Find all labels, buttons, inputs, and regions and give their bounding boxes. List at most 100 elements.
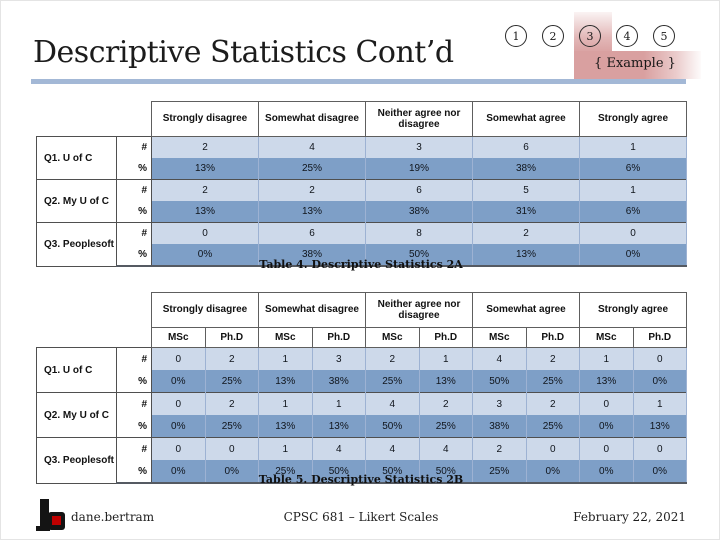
count-cell: 1 [258, 347, 313, 370]
count-cell: 4 [311, 437, 366, 460]
count-cell: 4 [365, 392, 420, 415]
row-label: Q2. My U of C [36, 392, 117, 438]
example-highlight-band [574, 51, 701, 79]
count-row: Q1. U of C #2 4 3 6 1 [36, 136, 687, 180]
count-cell: 3 [311, 347, 366, 370]
column-header: Somewhat agree [472, 292, 580, 328]
percent-row: % 0% 25% 13% 13% 50% 25% 38% 25% 0% 13% [37, 415, 687, 438]
percent-cell: 25% [258, 158, 366, 180]
count-cell: 0 [151, 347, 206, 370]
percent-symbol: % [116, 244, 152, 267]
percent-cell: 13% [418, 370, 473, 393]
likert-table-2a: Strongly disagree Somewhat disagree Neithe… [36, 101, 687, 267]
percent-row: % 13% 25% 19% 38% 6% [37, 158, 687, 180]
count-row: Q3. Peoplesoft #0 6 8 2 0 [36, 222, 687, 267]
percent-cell: 25% [525, 415, 580, 438]
count-cell: 4 [365, 437, 420, 460]
count-symbol: # [116, 179, 152, 201]
count-cell: 0 [579, 222, 687, 244]
count-cell: 3 [472, 392, 527, 415]
count-symbol: # [116, 437, 152, 460]
count-cell: 0 [579, 392, 634, 415]
degree-subheader: MSc [151, 327, 206, 348]
count-cell: 2 [204, 392, 259, 415]
degree-subheader: Ph.D [418, 327, 473, 348]
count-cell: 1 [258, 437, 313, 460]
column-header: Strongly disagree [151, 292, 259, 328]
percent-cell: 6% [579, 201, 687, 223]
count-row: Q1. U of C #0 2 1 3 2 1 4 2 1 0 [36, 347, 687, 393]
degree-subheader: Ph.D [525, 327, 580, 348]
count-symbol: # [116, 392, 152, 415]
count-cell: 0 [204, 437, 259, 460]
percent-symbol: % [116, 201, 152, 223]
percent-cell: 13% [311, 415, 366, 438]
percent-cell: 50% [418, 460, 473, 484]
percent-row: % 13% 13% 38% 31% 6% [37, 201, 687, 223]
percent-cell: 50% [311, 460, 366, 484]
percent-cell: 25% [204, 370, 259, 393]
percent-cell: 13% [579, 370, 634, 393]
footer-course: CPSC 681 – Likert Scales [283, 510, 439, 524]
percent-symbol: % [116, 158, 152, 180]
percent-cell: 6% [579, 158, 687, 180]
percent-cell: 13% [151, 158, 259, 180]
nav-circle-2: 2 [542, 25, 564, 47]
percent-cell: 19% [365, 158, 473, 180]
count-cell: 8 [365, 222, 473, 244]
percent-cell: 0% [151, 244, 259, 267]
count-cell: 2 [472, 222, 580, 244]
count-cell: 0 [525, 437, 580, 460]
count-row: Q2. My U of C #2 2 6 5 1 [36, 179, 687, 223]
count-cell: 3 [365, 136, 473, 158]
count-cell: 2 [365, 347, 420, 370]
column-header: Neither agree nor disagree [365, 101, 473, 137]
percent-cell: 38% [365, 201, 473, 223]
percent-cell: 0% [579, 244, 687, 267]
count-cell: 4 [472, 347, 527, 370]
percent-cell: 38% [472, 415, 527, 438]
count-cell: 4 [258, 136, 366, 158]
percent-cell: 0% [151, 370, 206, 393]
percent-cell: 0% [632, 370, 687, 393]
count-cell: 1 [418, 347, 473, 370]
logo-bar [40, 499, 49, 530]
percent-cell: 50% [365, 415, 420, 438]
row-label: Q1. U of C [36, 347, 117, 393]
percent-cell: 0% [204, 460, 259, 484]
column-header: Somewhat disagree [258, 292, 366, 328]
count-cell: 2 [418, 392, 473, 415]
percent-cell: 50% [365, 460, 420, 484]
count-cell: 4 [418, 437, 473, 460]
column-header: Strongly disagree [151, 101, 259, 137]
row-label: Q3. Peoplesoft [36, 222, 117, 267]
percent-symbol: % [116, 460, 152, 484]
percent-cell: 13% [472, 244, 580, 267]
degree-subheader: MSc [258, 327, 313, 348]
count-row: Q3. Peoplesoft #0 0 1 4 4 4 2 0 0 0 [36, 437, 687, 484]
degree-subheader: Ph.D [204, 327, 259, 348]
degree-subheader: Ph.D [632, 327, 687, 348]
percent-cell: 31% [472, 201, 580, 223]
count-symbol: # [116, 136, 152, 158]
percent-cell: 50% [472, 370, 527, 393]
count-cell: 0 [579, 437, 634, 460]
degree-subheader: Ph.D [311, 327, 366, 348]
percent-cell: 25% [204, 415, 259, 438]
percent-cell: 13% [632, 415, 687, 438]
nav-circle-1: 1 [505, 25, 527, 47]
count-cell: 0 [151, 222, 259, 244]
author-logo [36, 499, 66, 536]
column-header: Strongly agree [579, 101, 687, 137]
table4-caption: Table 4. Descriptive Statistics 2A [259, 258, 463, 271]
example-label: { Example } [594, 56, 676, 71]
header-divider [31, 79, 686, 84]
slide-title: Descriptive Statistics Cont’d [33, 35, 454, 70]
percent-cell: 38% [311, 370, 366, 393]
count-cell: 2 [204, 347, 259, 370]
count-cell: 1 [258, 392, 313, 415]
count-cell: 1 [632, 392, 687, 415]
percent-cell: 38% [472, 158, 580, 180]
percent-cell: 13% [151, 201, 259, 223]
table-header-row: Strongly disagree Somewhat disagree Neithe… [37, 101, 687, 137]
